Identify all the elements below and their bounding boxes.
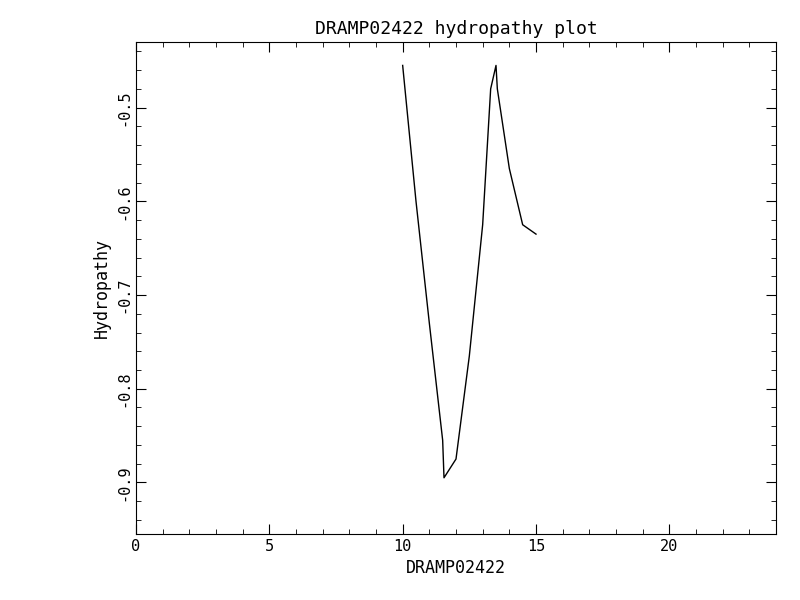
X-axis label: DRAMP02422: DRAMP02422 [406, 559, 506, 577]
Y-axis label: Hydropathy: Hydropathy [93, 238, 110, 338]
Title: DRAMP02422 hydropathy plot: DRAMP02422 hydropathy plot [314, 20, 598, 38]
